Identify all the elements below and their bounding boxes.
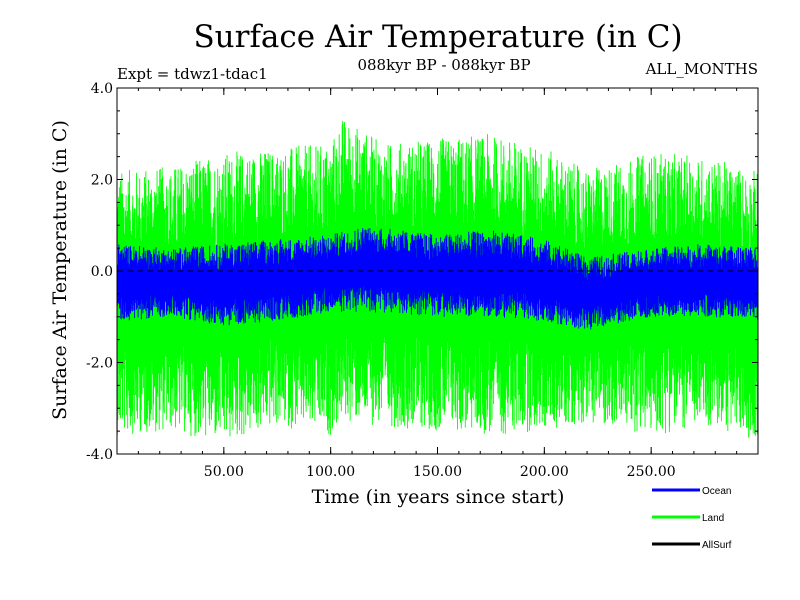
- legend: Ocean Land AllSurf: [652, 486, 732, 551]
- y-axis-label: Surface Air Temperature (in C): [49, 120, 71, 420]
- x-tick-label: 250.00: [627, 464, 676, 480]
- season-label: ALL_MONTHS: [645, 60, 758, 78]
- x-axis-label: Time (in years since start): [312, 486, 565, 508]
- expt-label: Expt = tdwz1-tdac1: [117, 65, 268, 83]
- ticks-layer: 4.0 2.0 0.0 -2.0 -4.0 50.00 100.00 150.00 200.00…: [86, 81, 758, 480]
- x-tick-label: 200.00: [520, 464, 569, 480]
- chart-subtitle: 088kyr BP - 088kyr BP: [357, 56, 530, 74]
- x-tick-label: 150.00: [413, 464, 462, 480]
- y-tick-label: 4.0: [91, 81, 113, 97]
- y-tick-label: -4.0: [86, 447, 113, 463]
- legend-label-allsurf: AllSurf: [702, 540, 732, 551]
- x-tick-label: 50.00: [204, 464, 244, 480]
- y-tick-label: 2.0: [91, 173, 113, 189]
- x-tick-label: 100.00: [306, 464, 355, 480]
- y-tick-label: -2.0: [86, 356, 113, 372]
- legend-label-ocean: Ocean: [702, 486, 731, 497]
- series-layer: [116, 120, 759, 438]
- y-tick-label: 0.0: [91, 264, 113, 280]
- chart-title: Surface Air Temperature (in C): [193, 19, 682, 55]
- legend-label-land: Land: [702, 513, 724, 524]
